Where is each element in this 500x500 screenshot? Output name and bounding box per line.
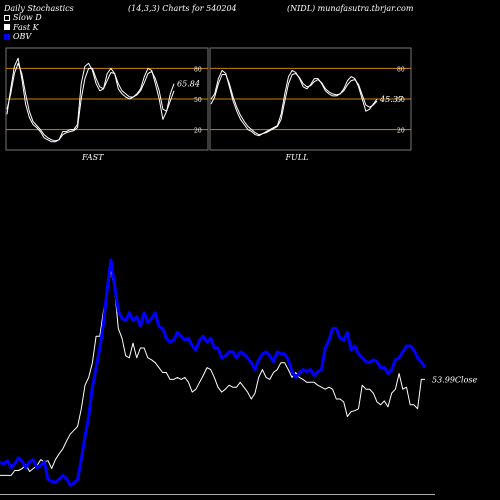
legend-item-obv: OBV bbox=[4, 32, 42, 42]
full-panel-label: FULL bbox=[285, 153, 309, 162]
close-value-label: 53.99Close bbox=[432, 375, 478, 384]
fast-ytick-50: 50 bbox=[194, 97, 202, 104]
full-last-value-label: 45.37 bbox=[379, 95, 404, 104]
fast-ytick-20: 20 bbox=[194, 128, 202, 135]
chart-title: Daily Stochastics bbox=[4, 4, 74, 13]
price-line bbox=[0, 269, 425, 476]
chart-params: (14,3,3) Charts for 540204 bbox=[128, 4, 237, 13]
fast-last-value-label: 65.84 bbox=[177, 80, 200, 89]
legend-item-fast-k: Fast K bbox=[4, 23, 42, 33]
obv-line bbox=[0, 258, 427, 487]
white-square-icon bbox=[4, 24, 10, 31]
full-series-1 bbox=[210, 73, 378, 136]
full-ytick-80: 80 bbox=[397, 66, 405, 73]
full-ytick-20: 20 bbox=[397, 128, 405, 135]
full-ytick-50: 50 bbox=[397, 97, 405, 104]
blue-square-icon bbox=[4, 33, 10, 40]
legend-item-slow-d: Slow D bbox=[4, 13, 42, 23]
fast-ytick-80: 80 bbox=[194, 66, 202, 73]
chart-source: (NIDL) munafasutra.tbrjar.com bbox=[287, 4, 414, 13]
fast-series-0 bbox=[6, 57, 175, 143]
fast-panel-label: FAST bbox=[81, 153, 104, 162]
fast-series-1 bbox=[6, 62, 175, 142]
full-series-0 bbox=[210, 69, 378, 137]
legend: Slow D Fast K OBV bbox=[4, 13, 42, 42]
hollow-square-icon bbox=[4, 14, 10, 21]
